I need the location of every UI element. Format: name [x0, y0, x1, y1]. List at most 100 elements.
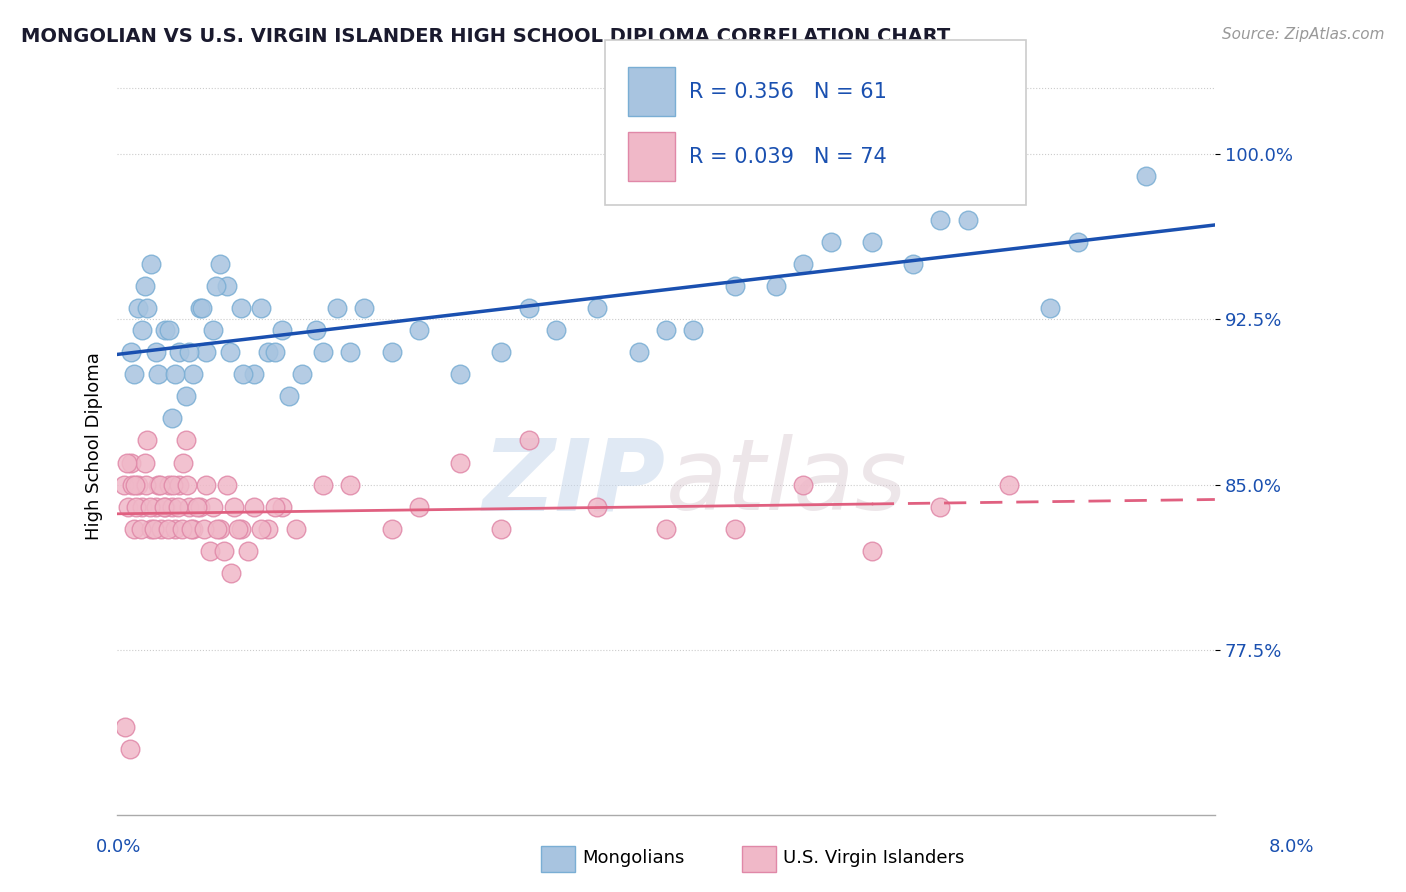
Text: R = 0.356   N = 61: R = 0.356 N = 61 [689, 82, 887, 102]
Point [723, 522, 745, 536]
Point [381, 522, 404, 536]
Point [118, 741, 141, 756]
Point [155, 500, 177, 514]
Point [305, 323, 328, 337]
Point [1039, 301, 1062, 316]
Point [174, 434, 197, 448]
Point [149, 477, 172, 491]
Point [120, 456, 142, 470]
Point [381, 345, 404, 359]
Point [264, 345, 287, 359]
Point [215, 279, 238, 293]
Point [131, 500, 153, 514]
Point [218, 345, 240, 359]
Point [172, 456, 194, 470]
Point [141, 257, 163, 271]
Point [219, 566, 242, 580]
Point [901, 257, 924, 271]
Point [449, 368, 471, 382]
Point [193, 522, 215, 536]
Text: atlas: atlas [666, 434, 908, 532]
Point [449, 456, 471, 470]
Point [145, 345, 167, 359]
Point [191, 301, 214, 316]
Point [163, 522, 186, 536]
Point [124, 477, 146, 491]
Point [243, 500, 266, 514]
Point [270, 323, 292, 337]
Point [236, 543, 259, 558]
Point [929, 500, 952, 514]
Point [163, 368, 186, 382]
Point [312, 477, 335, 491]
Point [682, 323, 704, 337]
Text: MONGOLIAN VS U.S. VIRGIN ISLANDER HIGH SCHOOL DIPLOMA CORRELATION CHART: MONGOLIAN VS U.S. VIRGIN ISLANDER HIGH S… [21, 27, 950, 45]
Point [998, 169, 1021, 184]
Point [226, 522, 249, 536]
Point [122, 522, 145, 536]
Point [174, 389, 197, 403]
Point [491, 345, 513, 359]
Point [312, 345, 335, 359]
Point [956, 213, 979, 227]
Point [139, 500, 162, 514]
Point [353, 301, 375, 316]
Point [125, 500, 148, 514]
Point [250, 522, 273, 536]
Point [181, 368, 204, 382]
Point [586, 500, 609, 514]
Point [215, 477, 238, 491]
Point [243, 368, 266, 382]
Point [655, 323, 678, 337]
Text: ZIP: ZIP [484, 434, 666, 532]
Point [143, 522, 166, 536]
Point [264, 500, 287, 514]
Point [148, 477, 170, 491]
Point [160, 411, 183, 425]
Point [765, 279, 787, 293]
Point [129, 522, 152, 536]
Point [202, 500, 225, 514]
Point [229, 301, 252, 316]
Point [820, 235, 842, 250]
Point [117, 500, 139, 514]
Point [517, 301, 540, 316]
Point [792, 257, 814, 271]
Point [115, 456, 138, 470]
Point [257, 522, 280, 536]
Point [177, 500, 200, 514]
Text: R = 0.039   N = 74: R = 0.039 N = 74 [689, 147, 887, 167]
Point [145, 500, 167, 514]
Point [188, 301, 211, 316]
Point [860, 543, 883, 558]
Point [148, 368, 170, 382]
Point [156, 522, 179, 536]
Point [339, 477, 361, 491]
Point [207, 522, 229, 536]
Point [232, 368, 254, 382]
Point [122, 368, 145, 382]
Text: 8.0%: 8.0% [1270, 838, 1315, 855]
Point [284, 522, 307, 536]
Point [1066, 235, 1088, 250]
Point [120, 345, 142, 359]
Point [860, 235, 883, 250]
Point [112, 477, 135, 491]
Point [929, 213, 952, 227]
Point [134, 456, 156, 470]
Point [723, 279, 745, 293]
Point [339, 345, 361, 359]
Point [186, 500, 208, 514]
Point [195, 345, 218, 359]
Point [157, 477, 180, 491]
Point [998, 477, 1021, 491]
Point [167, 345, 190, 359]
Point [408, 323, 430, 337]
Point [114, 720, 136, 734]
Point [131, 323, 153, 337]
Point [229, 522, 252, 536]
Point [1135, 169, 1157, 184]
Point [257, 345, 280, 359]
Point [150, 522, 173, 536]
Point [205, 279, 228, 293]
